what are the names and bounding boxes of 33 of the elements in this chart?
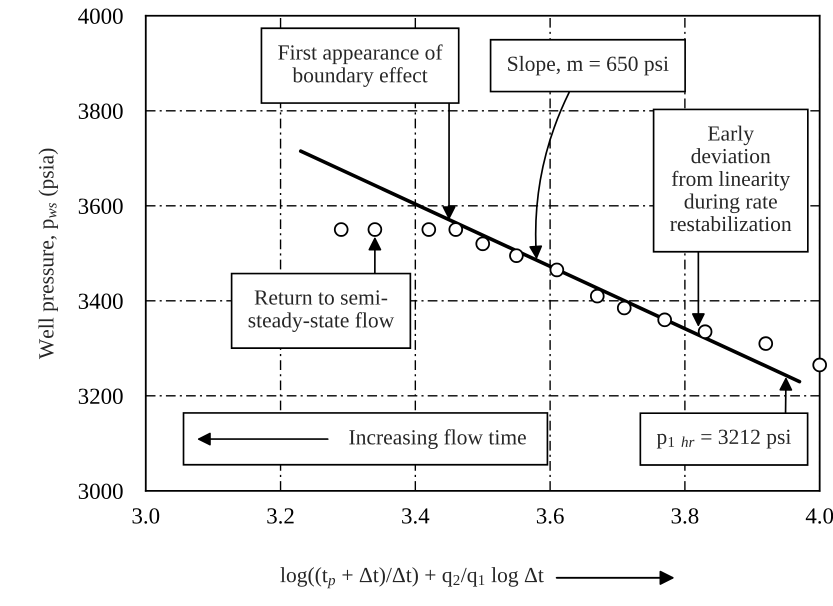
y-tick-label: 3600 bbox=[78, 198, 123, 214]
point bbox=[758, 336, 774, 351]
y-axis-title: Well pressure, p$_{ws}$ (psia) bbox=[38, 148, 58, 360]
annotation: p$_{1 hr}$ = 3212 psi bbox=[656, 430, 791, 449]
point bbox=[509, 248, 524, 263]
point bbox=[550, 262, 564, 278]
point bbox=[334, 222, 349, 237]
point bbox=[698, 324, 712, 340]
y-tick-label: 3800 bbox=[78, 103, 123, 119]
x-tick-label: 4.0 bbox=[806, 508, 833, 524]
x-tick-label: 3.6 bbox=[536, 508, 564, 524]
annotation: Early deviation from linearity during rate restabilization bbox=[670, 126, 792, 232]
annotation: Increasing flow time bbox=[349, 429, 526, 449]
annotation: First appearance of boundary effect bbox=[278, 44, 443, 87]
y-tick-label: 4000 bbox=[78, 8, 123, 24]
point bbox=[448, 222, 464, 237]
point bbox=[368, 222, 382, 237]
x-tick-label: 3.8 bbox=[672, 508, 698, 524]
point bbox=[616, 300, 632, 316]
point bbox=[657, 312, 672, 328]
y-tick-label: 3400 bbox=[78, 294, 123, 309]
point bbox=[812, 358, 827, 372]
annotation: Return to semi- steady-state flow bbox=[248, 290, 394, 332]
y-tick-label: 3000 bbox=[78, 484, 123, 500]
point bbox=[475, 236, 490, 252]
x-tick-label: 3.0 bbox=[132, 508, 160, 524]
x-tick-label: 3.2 bbox=[267, 508, 294, 524]
x-tick-label: 3.4 bbox=[402, 508, 430, 524]
x-axis-title: log((t$_{p}$ + Δt)/Δt) + q$_{2}$/q$_{1}$ log Δt bbox=[280, 567, 544, 588]
y-tick-label: 3200 bbox=[78, 388, 123, 404]
point bbox=[422, 222, 436, 237]
annotation: Slope, m = 650 psi bbox=[508, 56, 669, 76]
point bbox=[590, 288, 605, 304]
